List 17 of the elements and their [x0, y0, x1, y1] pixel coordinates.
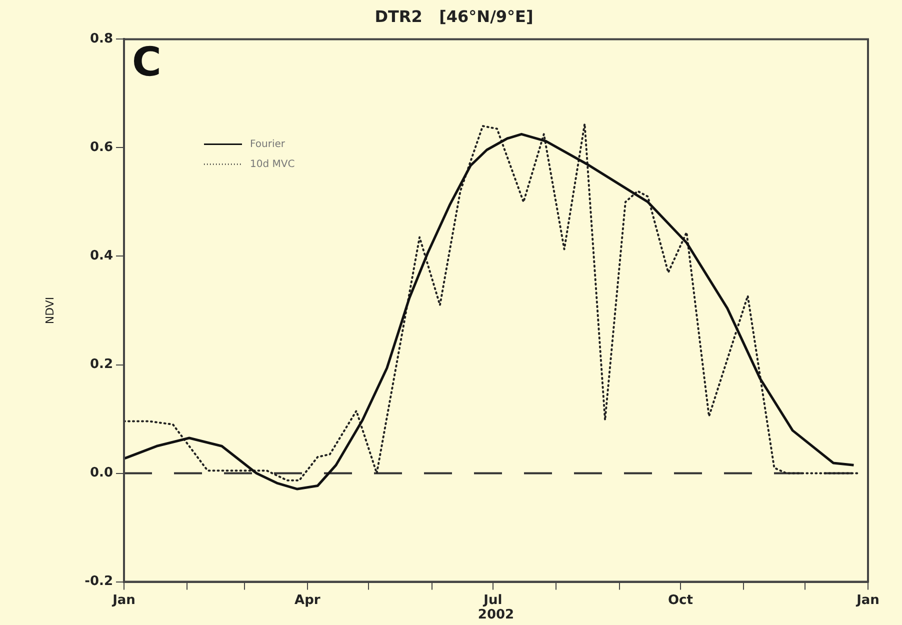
x-axis-title: 2002 [478, 608, 514, 623]
x-tick-label: Jan [856, 592, 880, 608]
x-tick-label: Apr [294, 592, 321, 608]
y-tick-label: -0.2 [84, 574, 113, 590]
y-tick-label: 0.6 [90, 140, 113, 156]
x-tick-label: Oct [668, 592, 693, 608]
y-tick-label: 0.8 [90, 32, 113, 47]
y-axis-title: NDVI [43, 296, 56, 324]
legend-label: Fourier [250, 138, 286, 150]
legend-label: 10d MVC [250, 158, 295, 170]
y-tick-label: 0.2 [90, 357, 113, 372]
y-tick-label: 0.0 [90, 466, 113, 481]
x-tick-label: Jan [112, 592, 136, 608]
chart-title: DTR2 [46°N/9°E] [374, 6, 534, 26]
y-tick-label: 0.4 [90, 248, 113, 264]
annotation: C [132, 40, 162, 86]
x-tick-label: Jul [482, 592, 502, 608]
